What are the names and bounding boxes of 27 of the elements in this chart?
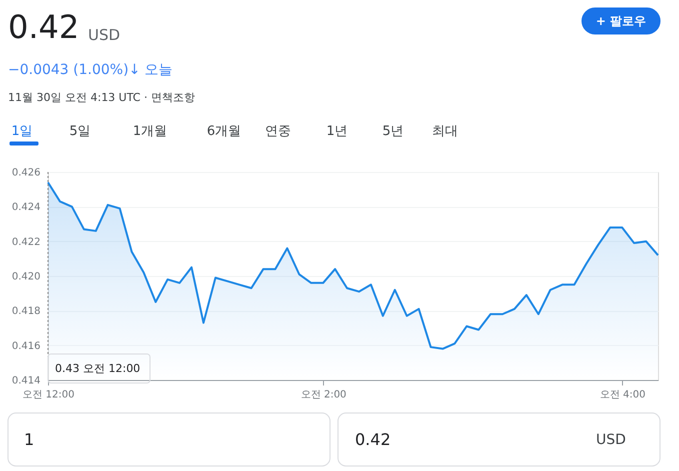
y-tick-label: 0.426 [12, 168, 40, 178]
y-tick-label: 0.416 [12, 340, 40, 352]
text: USD [88, 26, 120, 44]
text: 5년 [382, 124, 404, 139]
text: 1년 [326, 124, 348, 139]
x-tick-label: 오전 12:00 [22, 390, 74, 400]
y-tick-label: 0.422 [12, 236, 40, 248]
text: 연중 [265, 124, 291, 139]
text: + 팔로우 [596, 14, 646, 28]
text: −0.0043 (1.00%)↓ 오늘 [8, 62, 173, 78]
text: 최대 [432, 124, 458, 139]
text: USD [596, 432, 626, 448]
x-tick-label: 오전 2:00 [300, 390, 346, 400]
y-tick-label: 0.424 [12, 202, 40, 214]
text: 6개월 [206, 124, 242, 139]
text: 1개월 [132, 124, 168, 139]
text: 5일 [69, 124, 91, 139]
text: 0.42 [8, 8, 80, 46]
y-tick-label: 0.418 [12, 306, 40, 318]
x-tick-label: 오전 4:00 [600, 390, 646, 400]
y-tick-label: 0.414 [12, 376, 40, 386]
y-tick-label: 0.420 [12, 272, 40, 282]
text: 0.42 [355, 430, 391, 449]
text: 11월 30일 오전 4:13 UTC · 면책조항 [8, 91, 195, 104]
annotation: 0.43 오전 12:00 [55, 362, 140, 375]
text: 1 [24, 430, 34, 449]
text: 1일 [11, 124, 33, 139]
